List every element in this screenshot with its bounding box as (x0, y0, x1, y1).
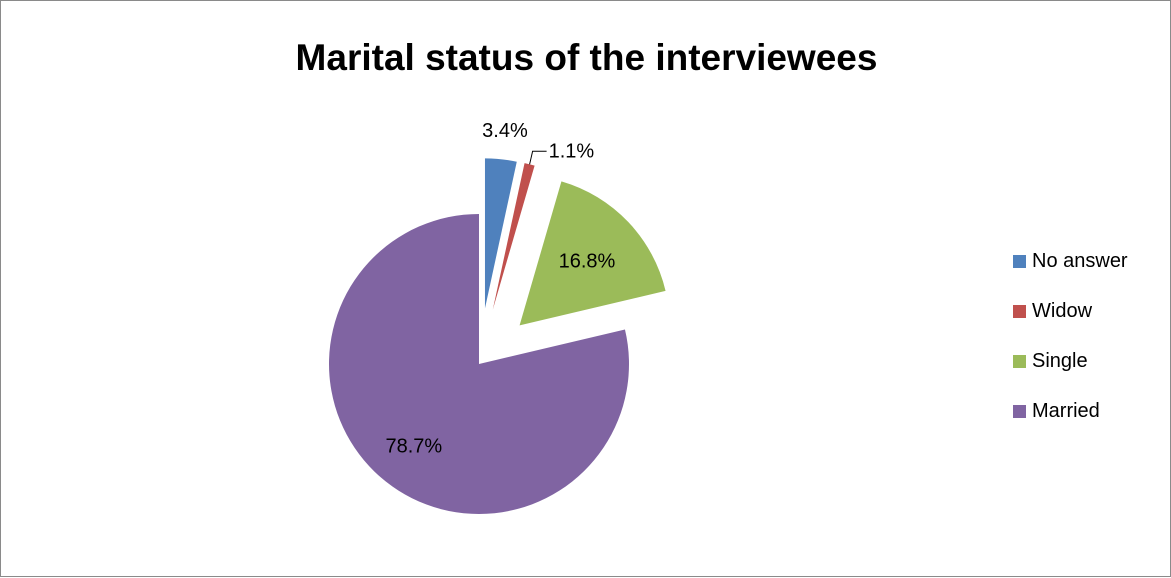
legend-item-widow: Widow (1013, 299, 1128, 323)
chart-title: Marital status of the interviewees (295, 37, 878, 78)
pie-slice-no-answer (484, 158, 517, 309)
legend-item-no-answer: No answer (1013, 249, 1128, 273)
pie-slice-married (328, 214, 629, 514)
legend-label: Single (1032, 349, 1088, 372)
legend-swatch (1013, 304, 1026, 318)
data-label-married: 78.7% (386, 435, 443, 457)
legend-item-married: Married (1013, 399, 1128, 423)
data-label-widow: 1.1% (549, 140, 595, 162)
legend-swatch (1013, 354, 1026, 368)
data-label-no-answer: 3.4% (482, 120, 528, 142)
data-label-single: 16.8% (559, 250, 616, 272)
legend-swatch (1013, 254, 1026, 268)
pie-slice-widow (492, 163, 535, 310)
legend-label: No answer (1032, 249, 1128, 272)
legend: No answer Widow Single Married (1013, 249, 1128, 449)
legend-swatch (1013, 404, 1026, 418)
leader-line-widow (529, 150, 547, 165)
legend-label: Widow (1032, 299, 1093, 322)
legend-label: Married (1032, 399, 1100, 422)
legend-item-single: Single (1013, 349, 1128, 373)
pie-slice-single (519, 181, 666, 326)
